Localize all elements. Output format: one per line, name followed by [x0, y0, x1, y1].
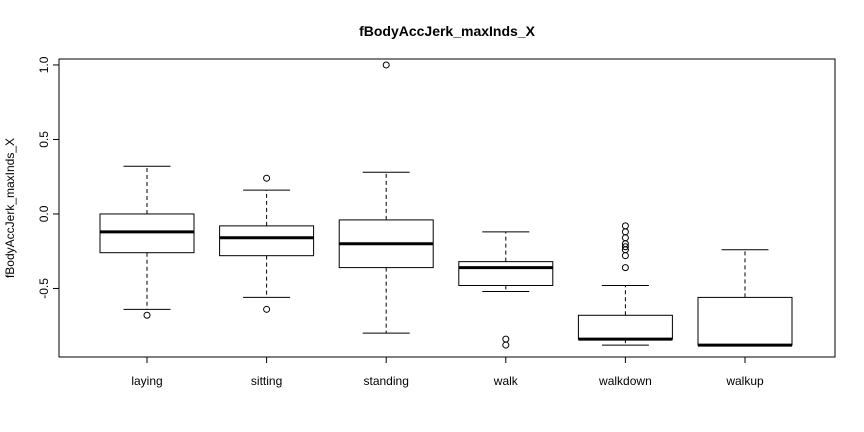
box-walkup: [697, 249, 793, 347]
x-tick-label: standing: [364, 374, 409, 388]
box-iqr: [219, 225, 315, 257]
outlier-point: [621, 264, 629, 272]
x-tick-label: walkup: [725, 374, 764, 388]
y-axis-label: fBodyAccJerk_maxInds_X: [3, 138, 17, 278]
outlier-point: [263, 305, 271, 313]
box-iqr: [577, 314, 673, 340]
x-tick-label: walkdown: [598, 374, 652, 388]
y-tick-label: 0.0: [37, 205, 51, 222]
outlier-point: [502, 341, 510, 349]
box-walkdown: [577, 222, 673, 346]
box-iqr: [458, 261, 554, 286]
outlier-point: [621, 234, 629, 242]
x-tick-label: sitting: [251, 374, 282, 388]
y-tick-label: -0.5: [37, 278, 51, 299]
outlier-point: [621, 228, 629, 236]
y-axis: 1.0 0.5 0.0 -0.5: [37, 56, 60, 299]
x-tick-label: walk: [493, 374, 519, 388]
outlier-point: [621, 252, 629, 260]
outlier-point: [502, 335, 510, 343]
outlier-point: [382, 61, 390, 69]
box-sitting: [219, 174, 315, 313]
outlier-point: [263, 174, 271, 182]
outlier-point: [621, 222, 629, 230]
outlier-point: [621, 243, 629, 251]
boxes-group: [99, 61, 793, 349]
y-tick-label: 1.0: [37, 56, 51, 73]
box-standing: [338, 61, 434, 334]
box-laying: [99, 165, 195, 319]
chart-title: fBodyAccJerk_maxInds_X: [359, 23, 536, 39]
y-tick-label: 0.5: [37, 131, 51, 148]
outlier-point: [143, 311, 151, 319]
box-walk: [458, 231, 554, 349]
x-tick-label: laying: [131, 374, 162, 388]
x-axis: laying sitting standing walk walkdown walkup: [131, 356, 764, 388]
box-iqr: [697, 296, 793, 346]
